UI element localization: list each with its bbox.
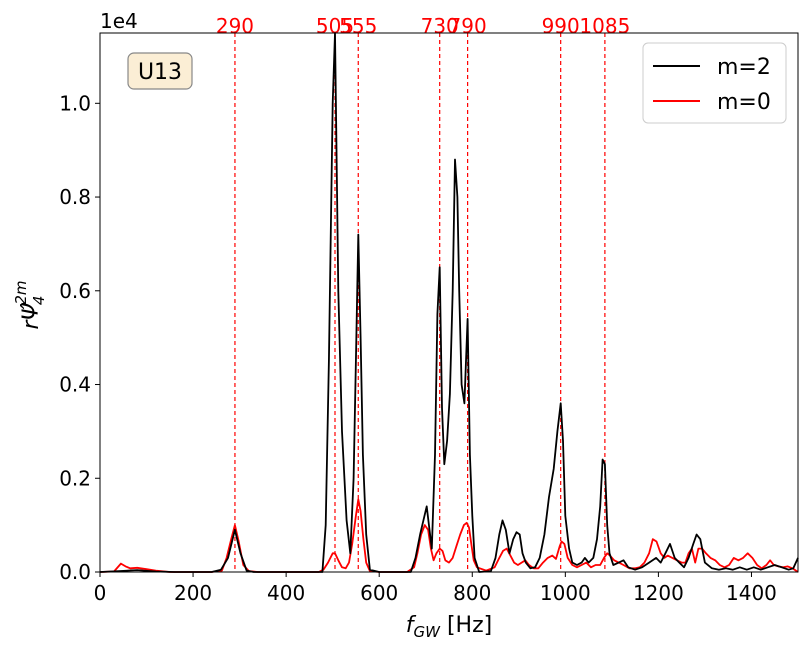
- y-tick-label: 1.0: [59, 91, 91, 115]
- vline-label-290: 290: [216, 14, 254, 38]
- x-tick-label: 600: [360, 581, 398, 605]
- axes-layer: 0 200 400 600 800 1000 1200 1400 0.0 0.2 0.4 0.6 0.8…: [59, 32, 799, 605]
- x-tick-label: 200: [174, 581, 212, 605]
- y-tick-label: 0.6: [59, 279, 91, 303]
- y-tick-label: 0.2: [59, 466, 91, 490]
- vline-label-790: 790: [449, 14, 487, 38]
- legend: m=2 m=0: [642, 42, 787, 124]
- legend-label-m2: m=2: [717, 55, 771, 80]
- y-tick-label: 0.8: [59, 185, 91, 209]
- series-line-m0: [99, 498, 799, 573]
- vline-label-990: 990: [542, 14, 580, 38]
- y-multiplier-label: 1e4: [100, 9, 138, 33]
- x-tick-label: 1200: [633, 581, 684, 605]
- x-tick-label: 1000: [540, 581, 591, 605]
- x-tick-label: 1400: [726, 581, 777, 605]
- legend-label-m0: m=0: [717, 90, 771, 115]
- vline-label-1085: 1085: [579, 14, 630, 38]
- series-line-m2: [99, 32, 799, 573]
- x-tick-label: 400: [267, 581, 305, 605]
- x-tick-label: 800: [453, 581, 491, 605]
- x-tick-label: 0: [94, 581, 107, 605]
- vline-label-555: 555: [339, 14, 377, 38]
- tag-label: U13: [138, 60, 182, 85]
- plot-frame: [99, 32, 799, 573]
- y-axis-label: rΨ̂42m: [12, 280, 48, 329]
- vline-label-730: 730: [421, 14, 459, 38]
- series-layer: [99, 32, 799, 573]
- y-tick-label: 0.0: [59, 560, 91, 584]
- x-axis-label: fGW [Hz]: [406, 613, 492, 641]
- y-tick-label: 0.4: [59, 373, 91, 397]
- tag-box: U13: [127, 52, 193, 90]
